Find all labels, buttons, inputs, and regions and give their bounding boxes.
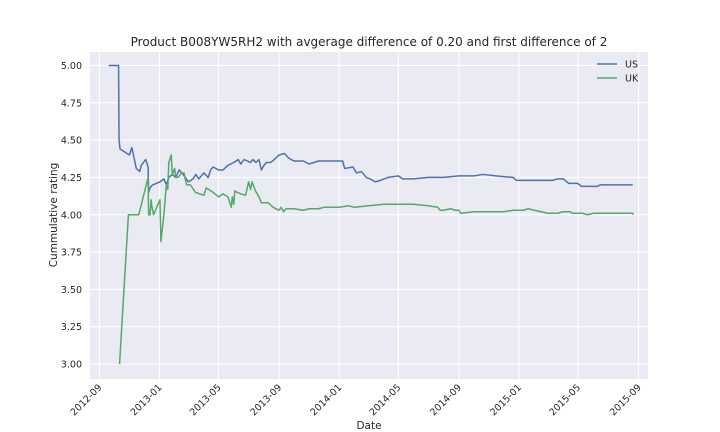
legend-label-us: US bbox=[625, 60, 638, 71]
y-axis-label: Cummulative rating bbox=[48, 163, 60, 268]
x-tick-label: 2015-09 bbox=[608, 382, 644, 418]
legend-label-uk: UK bbox=[625, 74, 639, 85]
x-tick-label: 2013-05 bbox=[188, 382, 224, 418]
chart-title: Product B008YW5RH2 with avgerage differe… bbox=[131, 35, 608, 49]
y-tick-label: 5.00 bbox=[61, 61, 82, 72]
y-tick-label: 3.25 bbox=[61, 322, 82, 333]
x-tick-label: 2014-09 bbox=[428, 382, 464, 418]
y-axis-ticks: 3.00 3.25 3.50 3.75 4.00 4.25 4.50 4.75 5.00 bbox=[61, 61, 82, 371]
x-axis-ticks: 2012-09 2013-01 2013-05 2013-09 2014-01 2014-… bbox=[69, 382, 644, 418]
y-tick-label: 3.50 bbox=[61, 285, 82, 296]
x-tick-label: 2013-09 bbox=[248, 382, 284, 418]
y-tick-label: 3.75 bbox=[61, 248, 82, 259]
x-tick-label: 2012-09 bbox=[69, 382, 105, 418]
series-layer bbox=[108, 64, 634, 365]
x-tick-label: 2014-01 bbox=[308, 382, 344, 418]
legend: US UK bbox=[597, 60, 639, 85]
x-tick-label: 2015-01 bbox=[488, 382, 524, 418]
x-tick-label: 2013-01 bbox=[129, 382, 165, 418]
series-line-uk bbox=[118, 154, 634, 365]
series-line-us bbox=[108, 64, 633, 194]
y-tick-label: 4.50 bbox=[61, 136, 82, 147]
plot-area bbox=[90, 52, 648, 379]
y-tick-label: 3.00 bbox=[61, 360, 82, 371]
x-tick-label: 2015-05 bbox=[547, 382, 583, 418]
x-tick-label: 2014-05 bbox=[368, 382, 404, 418]
y-tick-label: 4.25 bbox=[61, 173, 82, 184]
x-axis-label: Date bbox=[356, 420, 381, 432]
y-tick-label: 4.00 bbox=[61, 210, 82, 221]
grid bbox=[90, 52, 648, 379]
y-tick-label: 4.75 bbox=[61, 98, 82, 109]
